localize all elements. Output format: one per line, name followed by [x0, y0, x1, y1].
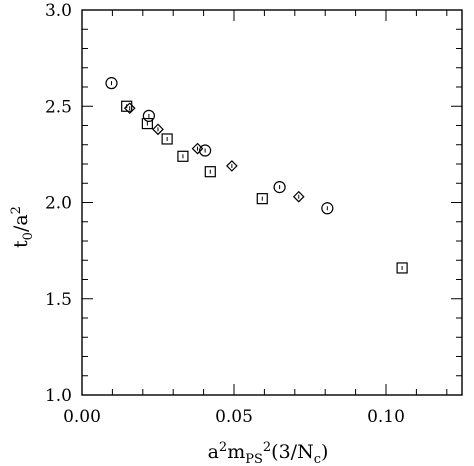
square-point [204, 166, 216, 178]
y-axis-title: t0/a2 [9, 206, 36, 248]
y-tick-label: 2.0 [45, 194, 72, 214]
y-tick-label: 1.0 [45, 386, 72, 406]
diamond-point [191, 142, 204, 155]
tick-labels: 0.00 0.05 0.10 1.0 1.5 2.0 2.5 3.0 [45, 1, 405, 427]
square-point [141, 117, 153, 130]
circle-point [142, 109, 155, 122]
diamond-point [152, 123, 164, 136]
diamond-point [123, 102, 136, 115]
x-tick-label: 0.00 [63, 407, 101, 427]
square-point [256, 193, 268, 205]
data-points [105, 77, 408, 274]
x-tick-label: 0.05 [215, 407, 253, 427]
y-tick-label: 3.0 [45, 1, 72, 21]
circle-point [199, 144, 212, 157]
y-tick-label: 2.5 [45, 97, 72, 117]
circle-point [321, 202, 334, 215]
plot-frame [81, 9, 463, 396]
square-point [177, 150, 189, 162]
x-axis-title: a2mPS2(3/Nc) [208, 440, 329, 466]
square-point [161, 133, 173, 145]
square-point [396, 262, 408, 274]
y-tick-label: 1.5 [45, 290, 72, 310]
axis-ticks [81, 9, 462, 396]
x-tick-label: 0.10 [367, 407, 405, 427]
circle-point [105, 77, 118, 90]
circle-point [273, 181, 286, 194]
diamond-point [292, 190, 305, 203]
diamond-point [226, 160, 238, 172]
